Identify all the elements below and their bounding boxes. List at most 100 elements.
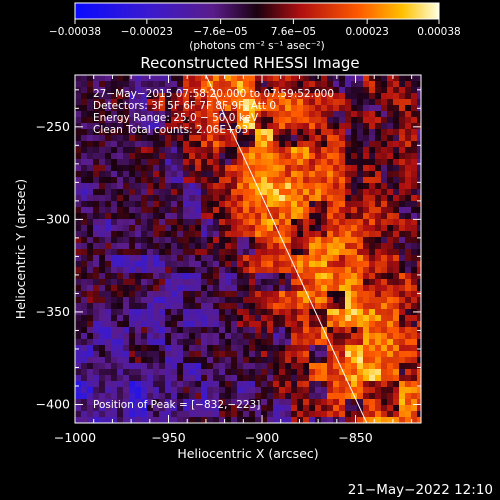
heatmap-pixel	[201, 351, 208, 358]
heatmap-pixel	[87, 333, 94, 340]
heatmap-pixel	[159, 243, 166, 250]
heatmap-pixel	[381, 75, 388, 82]
heatmap-pixel	[357, 249, 364, 256]
heatmap-pixel	[141, 255, 148, 262]
heatmap-pixel	[369, 381, 376, 388]
heatmap-pixel	[231, 207, 238, 214]
heatmap-pixel	[213, 123, 220, 130]
heatmap-pixel	[417, 183, 421, 190]
heatmap-pixel	[249, 351, 256, 358]
heatmap-pixel	[189, 111, 196, 118]
heatmap-pixel	[297, 81, 304, 88]
heatmap-pixel	[417, 201, 421, 208]
heatmap-pixel	[81, 363, 88, 370]
heatmap-pixel	[141, 111, 148, 118]
heatmap-pixel	[219, 387, 226, 394]
heatmap-pixel	[123, 369, 130, 376]
heatmap-pixel	[183, 345, 190, 352]
heatmap-pixel	[303, 123, 310, 130]
heatmap-pixel	[249, 183, 256, 190]
heatmap-pixel	[267, 123, 274, 130]
heatmap-pixel	[147, 327, 154, 334]
heatmap-pixel	[333, 159, 340, 166]
heatmap-pixel	[321, 291, 328, 298]
heatmap-pixel	[201, 147, 208, 154]
heatmap-pixel	[405, 207, 412, 214]
heatmap-pixel	[339, 387, 346, 394]
heatmap-pixel	[183, 405, 190, 412]
heatmap-pixel	[399, 219, 406, 226]
heatmap-pixel	[99, 309, 106, 316]
heatmap-pixel	[183, 297, 190, 304]
heatmap-pixel	[297, 261, 304, 268]
heatmap-pixel	[177, 333, 184, 340]
heatmap-pixel	[417, 303, 421, 310]
heatmap-pixel	[417, 135, 421, 142]
heatmap-pixel	[117, 195, 124, 202]
heatmap-pixel	[213, 417, 220, 423]
heatmap-pixel	[165, 123, 172, 130]
heatmap-pixel	[327, 159, 334, 166]
heatmap-pixel	[261, 105, 268, 112]
heatmap-pixel	[111, 225, 118, 232]
heatmap-pixel	[165, 135, 172, 142]
heatmap-pixel	[183, 177, 190, 184]
heatmap-pixel	[303, 183, 310, 190]
heatmap-pixel	[321, 309, 328, 316]
heatmap-pixel	[279, 171, 286, 178]
heatmap-pixel	[381, 309, 388, 316]
heatmap-pixel	[345, 255, 352, 262]
heatmap-pixel	[129, 159, 136, 166]
heatmap-pixel	[159, 363, 166, 370]
heatmap-pixel	[195, 159, 202, 166]
heatmap-pixel	[243, 237, 250, 244]
heatmap-pixel	[117, 345, 124, 352]
heatmap-pixel	[363, 309, 370, 316]
heatmap-pixel	[75, 99, 82, 106]
heatmap-pixel	[93, 417, 100, 423]
heatmap-pixel	[105, 249, 112, 256]
heatmap-pixel	[231, 201, 238, 208]
heatmap-pixel	[81, 345, 88, 352]
heatmap-pixel	[417, 345, 421, 352]
heatmap-pixel	[123, 201, 130, 208]
heatmap-pixel	[387, 141, 394, 148]
heatmap-pixel	[309, 117, 316, 124]
heatmap-pixel	[159, 285, 166, 292]
heatmap-pixel	[105, 93, 112, 100]
heatmap-pixel	[345, 207, 352, 214]
heatmap-pixel	[399, 363, 406, 370]
heatmap-pixel	[93, 393, 100, 400]
heatmap-pixel	[213, 165, 220, 172]
heatmap-pixel	[357, 135, 364, 142]
heatmap-pixel	[405, 99, 412, 106]
heatmap-pixel	[129, 369, 136, 376]
heatmap-pixel	[291, 273, 298, 280]
heatmap-pixel	[393, 315, 400, 322]
heatmap-pixel	[333, 285, 340, 292]
heatmap-pixel	[75, 297, 82, 304]
heatmap-pixel	[123, 81, 130, 88]
heatmap-pixel	[237, 123, 244, 130]
heatmap-pixel	[123, 165, 130, 172]
heatmap-pixel	[411, 231, 418, 238]
heatmap-pixel	[273, 297, 280, 304]
heatmap-pixel	[393, 237, 400, 244]
heatmap-pixel	[399, 177, 406, 184]
heatmap-pixel	[315, 159, 322, 166]
heatmap-pixel	[225, 141, 232, 148]
heatmap-pixel	[171, 255, 178, 262]
heatmap-pixel	[387, 213, 394, 220]
heatmap-pixel	[195, 75, 202, 82]
heatmap-pixel	[333, 219, 340, 226]
heatmap-pixel	[207, 123, 214, 130]
heatmap-pixel	[345, 117, 352, 124]
heatmap-pixel	[267, 399, 274, 406]
heatmap-pixel	[75, 339, 82, 346]
heatmap-pixel	[249, 243, 256, 250]
heatmap-pixel	[333, 333, 340, 340]
heatmap-pixel	[201, 297, 208, 304]
heatmap-pixel	[207, 129, 214, 136]
heatmap-pixel	[399, 321, 406, 328]
heatmap-pixel	[99, 339, 106, 346]
